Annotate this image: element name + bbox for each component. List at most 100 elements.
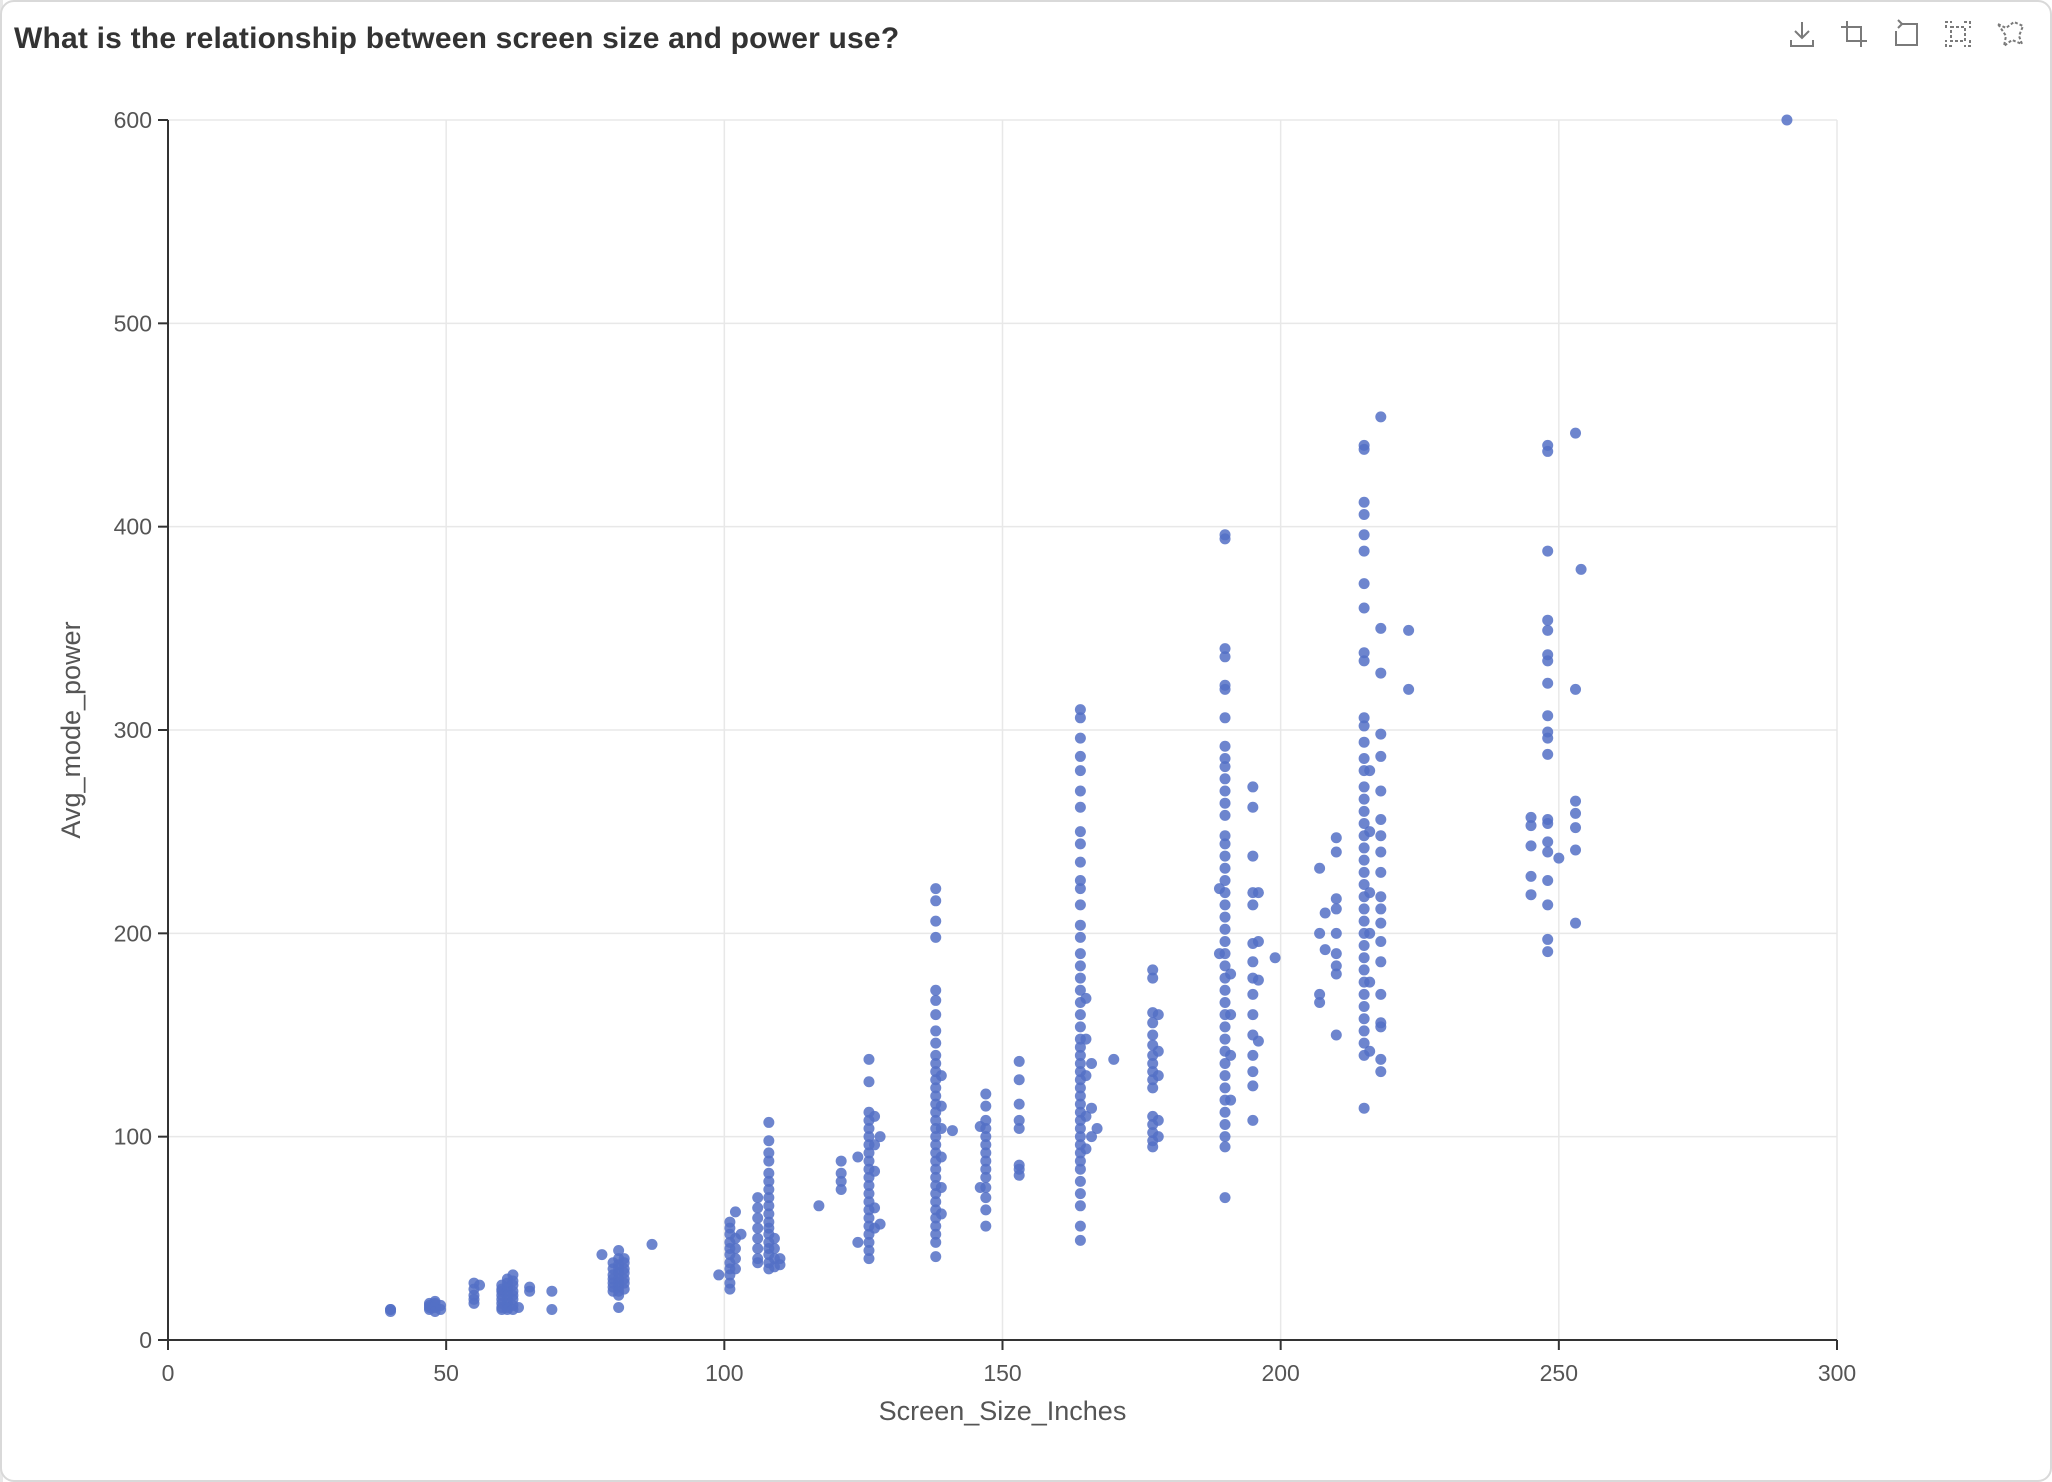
data-point — [1570, 917, 1582, 929]
data-point — [1358, 793, 1370, 805]
data-point — [1219, 1033, 1231, 1045]
data-point — [1330, 948, 1342, 960]
data-point — [1074, 750, 1086, 762]
data-point — [1542, 445, 1554, 457]
data-point — [1358, 712, 1370, 724]
data-point — [863, 1212, 875, 1224]
data-point — [1219, 862, 1231, 874]
data-point — [1358, 578, 1370, 590]
data-point — [1080, 1033, 1092, 1045]
data-point — [1219, 683, 1231, 695]
data-point — [1358, 964, 1370, 976]
download-button[interactable] — [1784, 16, 1820, 52]
data-point — [1375, 813, 1387, 825]
data-point — [930, 1251, 942, 1263]
data-point — [1364, 887, 1376, 899]
data-point — [1781, 114, 1793, 126]
data-point — [980, 1192, 992, 1204]
data-point — [1542, 748, 1554, 760]
data-point — [1219, 838, 1231, 850]
data-point — [1219, 761, 1231, 773]
data-point — [1219, 752, 1231, 764]
data-point — [1364, 1045, 1376, 1057]
data-point — [935, 1070, 947, 1082]
download-icon — [1790, 22, 1814, 47]
data-point — [946, 1125, 958, 1137]
data-point — [852, 1236, 864, 1248]
data-point — [1219, 1192, 1231, 1204]
data-point — [774, 1259, 786, 1271]
data-point — [1375, 956, 1387, 968]
data-point — [1358, 529, 1370, 541]
data-point — [512, 1301, 524, 1313]
data-point — [1225, 968, 1237, 980]
x-tick-label: 200 — [1261, 1360, 1299, 1386]
data-point — [1358, 781, 1370, 793]
data-point — [1247, 956, 1259, 968]
data-point — [930, 1009, 942, 1021]
y-tick-label: 400 — [114, 514, 152, 540]
data-point — [1542, 946, 1554, 958]
data-points — [385, 114, 1793, 1318]
data-point — [1247, 850, 1259, 862]
data-point — [930, 1082, 942, 1094]
data-point — [613, 1245, 625, 1257]
data-point — [1330, 968, 1342, 980]
data-point — [752, 1222, 764, 1234]
data-point — [852, 1151, 864, 1163]
data-point — [1319, 944, 1331, 956]
data-point — [1013, 1098, 1025, 1110]
data-point — [1542, 655, 1554, 667]
data-point — [1152, 1009, 1164, 1021]
data-point — [596, 1249, 608, 1261]
data-point — [752, 1192, 764, 1204]
zoom-reset-button[interactable] — [1888, 16, 1924, 52]
data-point — [752, 1243, 764, 1254]
data-point — [874, 1218, 886, 1230]
data-point — [1553, 852, 1565, 864]
data-point — [546, 1304, 558, 1315]
data-point — [863, 1076, 875, 1088]
data-point — [1074, 931, 1086, 943]
data-point — [1542, 677, 1554, 689]
data-point — [1542, 818, 1554, 830]
data-point — [980, 1171, 992, 1183]
x-tick-label: 300 — [1818, 1360, 1856, 1386]
data-point — [1219, 850, 1231, 862]
data-point — [1330, 960, 1342, 972]
data-point — [1319, 907, 1331, 919]
data-point — [930, 1090, 942, 1102]
data-point — [980, 1139, 992, 1151]
data-point — [1358, 842, 1370, 854]
data-point — [1375, 903, 1387, 915]
data-point — [1219, 935, 1231, 947]
data-point — [1074, 1090, 1086, 1102]
data-point — [1330, 846, 1342, 858]
data-point — [729, 1243, 741, 1254]
data-point — [735, 1228, 747, 1240]
data-point — [763, 1167, 775, 1179]
data-point — [1358, 655, 1370, 667]
zoom-area-button[interactable] — [1836, 16, 1872, 52]
data-point — [1358, 496, 1370, 508]
data-point — [1152, 1114, 1164, 1126]
data-point — [930, 883, 942, 895]
data-point — [980, 1182, 992, 1193]
data-point — [1375, 830, 1387, 842]
data-point — [729, 1253, 741, 1265]
data-point — [1219, 1141, 1231, 1153]
data-point — [1525, 870, 1537, 882]
data-point — [1108, 1053, 1120, 1065]
data-point — [1247, 1066, 1259, 1078]
data-point — [1219, 830, 1231, 842]
data-point — [930, 1236, 942, 1248]
x-axis-label: Screen_Size_Inches — [879, 1396, 1127, 1426]
data-point — [1358, 940, 1370, 952]
data-point — [930, 984, 942, 996]
data-point — [1364, 826, 1376, 838]
data-point — [863, 1147, 875, 1159]
data-point — [1074, 1200, 1086, 1212]
fit-to-screen-button[interactable] — [1940, 16, 1976, 52]
y-tick-label: 200 — [114, 920, 152, 946]
